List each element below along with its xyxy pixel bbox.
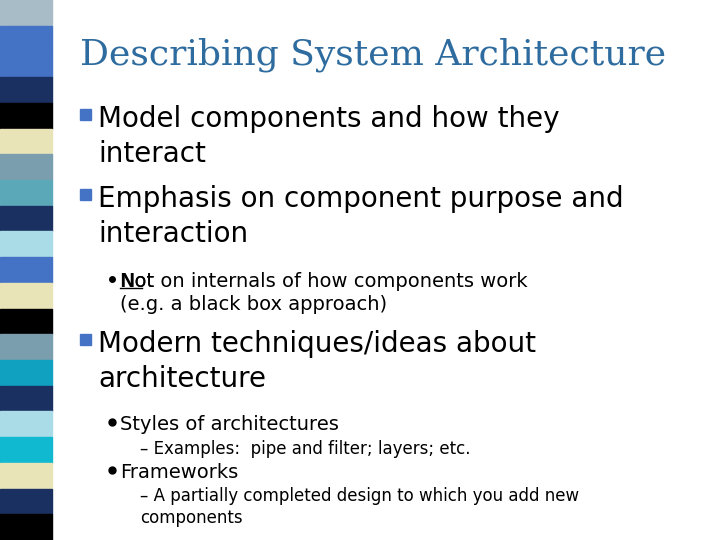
Bar [0, 437, 52, 463]
Text: Describing System Architecture: Describing System Architecture [80, 38, 666, 72]
Text: – A partially completed design to which you add new
components: – A partially completed design to which … [140, 487, 579, 527]
Bar [0, 360, 52, 386]
Bar [0, 206, 52, 232]
Bar [0, 77, 52, 103]
Text: Emphasis on component purpose and
interaction: Emphasis on component purpose and intera… [98, 185, 624, 248]
Text: Modern techniques/ideas about
architecture: Modern techniques/ideas about architectu… [98, 330, 536, 393]
Bar [0, 26, 52, 51]
Bar [0, 308, 52, 334]
Bar [0, 283, 52, 308]
Bar [0, 514, 52, 540]
Bar [0, 154, 52, 180]
Bar [0, 411, 52, 437]
Bar [0, 129, 52, 154]
Bar [79, 188, 91, 199]
Text: Not: Not [120, 272, 154, 291]
Bar [0, 51, 52, 77]
Text: Frameworks: Frameworks [120, 463, 238, 482]
Text: – Examples:  pipe and filter; layers; etc.: – Examples: pipe and filter; layers; etc… [140, 440, 470, 458]
Text: Model components and how they
interact: Model components and how they interact [98, 105, 559, 167]
Bar [0, 386, 52, 411]
Bar [0, 180, 52, 206]
Bar [79, 109, 91, 119]
Bar [0, 489, 52, 514]
Bar [0, 463, 52, 489]
Bar [0, 0, 52, 26]
Bar [0, 257, 52, 283]
Bar [0, 232, 52, 257]
Text: Styles of architectures: Styles of architectures [120, 415, 339, 434]
Bar [0, 334, 52, 360]
Bar [0, 103, 52, 129]
Text: Not on internals of how components work
(e.g. a black box approach): Not on internals of how components work … [120, 272, 528, 314]
Bar [79, 334, 91, 345]
